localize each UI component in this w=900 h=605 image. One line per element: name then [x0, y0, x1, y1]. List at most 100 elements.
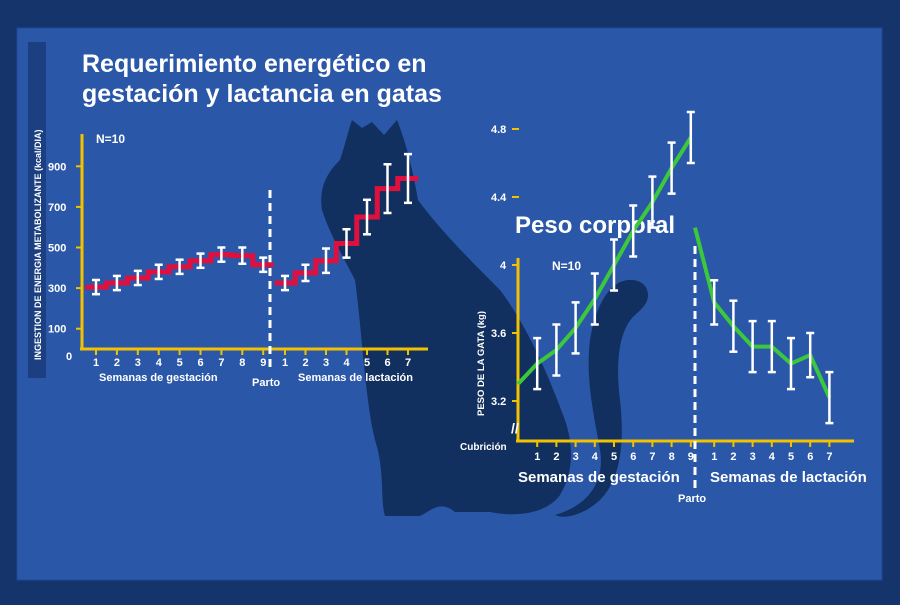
weight-error-bar: [686, 110, 695, 165]
energy-x-tick-label: 4: [156, 357, 163, 369]
weight-xlabel-lactation: Semanas de lactación: [710, 469, 867, 486]
weight-x-tick-label: 8: [669, 451, 675, 463]
weight-y-tick-label: 4.8: [491, 124, 506, 136]
weight-chart: Peso corporal N=10 PESO DE LA GATA (kg) …: [460, 110, 867, 505]
energy-x-tick-label: 6: [198, 357, 204, 369]
weight-xlabel-gestation: Semanas de gestación: [518, 469, 680, 486]
energy-y-ticks: 0 100 300 500 700 900: [48, 161, 83, 363]
weight-x-tick-label: 7: [826, 451, 832, 463]
energy-y-tick-label: 900: [48, 161, 66, 173]
energy-y-tick-label: 100: [48, 324, 66, 336]
energy-error-bar: [196, 252, 205, 270]
energy-error-bar: [383, 163, 392, 215]
energy-x-tick-label: 1: [282, 357, 288, 369]
weight-x-tick-label: 2: [730, 451, 736, 463]
energy-x-tick-label: 2: [114, 357, 120, 369]
energy-x-tick-label: 4: [344, 357, 351, 369]
weight-x-tick-label: 6: [807, 451, 813, 463]
weight-error-bar: [825, 370, 834, 425]
energy-x-tick-label: 6: [385, 357, 391, 369]
energy-error-bar: [322, 247, 330, 275]
weight-x-tick-label: 6: [630, 451, 636, 463]
weight-error-bar: [590, 272, 599, 326]
energy-y-tick-label: 300: [48, 283, 66, 295]
energy-x-tick-label: 8: [239, 357, 245, 369]
energy-error-bar: [175, 258, 184, 276]
energy-x-ticks: 1 2 3 4 5 6 7 8 9 1 2 3 4 5 6 7: [93, 349, 411, 369]
weight-error-bar: [806, 331, 815, 379]
weight-error-bar: [729, 299, 738, 353]
energy-error-bar: [342, 227, 351, 259]
energy-error-bar: [363, 198, 371, 236]
energy-error-bar: [92, 278, 100, 296]
weight-x-tick-label: 3: [573, 451, 579, 463]
cat-silhouette: [321, 120, 572, 516]
cat-tail: [555, 279, 648, 517]
weight-x-tick-label: 3: [750, 451, 756, 463]
energy-x-tick-label: 5: [364, 357, 370, 369]
weight-error-bar: [710, 279, 719, 326]
energy-x-tick-label: 3: [323, 357, 329, 369]
weight-error-bar: [610, 238, 618, 292]
weight-parto-label: Parto: [678, 493, 706, 505]
weight-error-bar: [648, 175, 657, 229]
weight-error-bar: [767, 319, 776, 374]
energy-y-tick-label: 700: [48, 202, 66, 214]
energy-x-tick-label: 9: [260, 357, 266, 369]
weight-y-tick-label: 4.4: [491, 192, 507, 204]
energy-error-bar: [259, 256, 268, 274]
weight-start-label: Cubrición: [460, 442, 507, 453]
energy-xlabel-gestation: Semanas de gestación: [99, 372, 218, 384]
weight-x-tick-label: 9: [688, 451, 694, 463]
weight-series: [516, 136, 832, 399]
weight-error-bar: [787, 336, 795, 391]
weight-x-tick-label: 2: [553, 451, 559, 463]
energy-x-tick-label: 3: [135, 357, 141, 369]
weight-x-tick-label: 1: [711, 451, 717, 463]
energy-parto-label: Parto: [252, 377, 280, 389]
weight-error-bar: [533, 336, 542, 391]
energy-y-tick-label: 0: [66, 351, 72, 363]
weight-x-tick-label: 7: [649, 451, 655, 463]
energy-ylabel: INGESTION DE ENERGIA METABOLIZANTE (kcal…: [33, 129, 43, 360]
weight-error-bar: [748, 319, 757, 374]
weight-y-tick-label: 3.2: [491, 396, 506, 408]
energy-y-tick-label: 500: [48, 243, 66, 255]
weight-x-tick-label: 4: [769, 451, 776, 463]
weight-error-bars: [533, 110, 834, 425]
weight-y-tick-label: 3.6: [491, 328, 506, 340]
weight-y-tick-label: 4: [500, 260, 507, 272]
weight-x-tick-label: 5: [611, 451, 617, 463]
energy-error-bar: [133, 269, 142, 287]
energy-x-tick-label: 7: [405, 357, 411, 369]
energy-x-tick-label: 7: [218, 357, 224, 369]
slide-title-line2: gestación y lactancia en gatas: [82, 80, 442, 108]
weight-error-bar: [571, 301, 580, 355]
energy-error-bar: [238, 246, 247, 265]
weight-x-tick-label: 5: [788, 451, 794, 463]
weight-error-bar: [552, 323, 561, 377]
energy-error-bar: [217, 246, 226, 263]
energy-n-label: N=10: [96, 132, 125, 146]
energy-error-bars: [92, 152, 412, 296]
weight-n-label: N=10: [552, 259, 581, 273]
energy-error-bar: [301, 263, 310, 283]
energy-xlabel-lactation: Semanas de lactación: [298, 372, 413, 384]
weight-error-bar: [667, 141, 676, 195]
weight-series-line: [693, 227, 832, 399]
weight-x-tick-label: 1: [534, 451, 540, 463]
weight-x-tick-label: 4: [592, 451, 599, 463]
weight-chart-title: Peso corporal: [515, 212, 675, 239]
slide-title-line1: Requerimiento energético en: [82, 50, 427, 78]
weight-y-ticks: 3.2 3.6 4 4.4 4.8: [491, 124, 519, 408]
weight-error-bar: [629, 204, 638, 258]
weight-series-line: [516, 136, 693, 386]
energy-x-tick-label: 5: [177, 357, 183, 369]
weight-axis-break: //: [511, 420, 519, 436]
energy-chart: INGESTION DE ENERGIA METABOLIZANTE (kcal…: [28, 42, 428, 389]
weight-ylabel: PESO DE LA GATA (kg): [476, 311, 487, 416]
energy-ylabel-band: [28, 42, 46, 378]
